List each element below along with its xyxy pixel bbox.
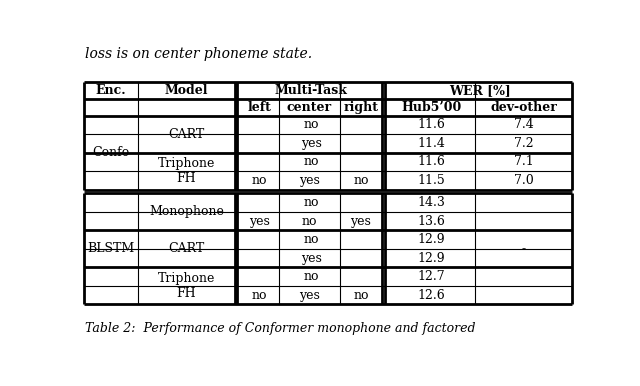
Text: right: right (344, 101, 378, 113)
Text: no: no (303, 233, 319, 246)
Text: WER [%]: WER [%] (449, 84, 511, 97)
Text: yes: yes (299, 174, 320, 187)
Text: yes: yes (299, 288, 320, 301)
Text: 13.6: 13.6 (417, 215, 445, 228)
Text: no: no (303, 119, 319, 131)
Text: BLSTM: BLSTM (88, 242, 134, 255)
Text: Confo: Confo (92, 146, 130, 159)
Text: 7.2: 7.2 (514, 137, 534, 150)
Text: 7.4: 7.4 (514, 119, 534, 131)
Text: Triphone
FH: Triphone FH (158, 157, 215, 185)
Text: yes: yes (351, 215, 371, 228)
Text: center: center (287, 101, 332, 113)
Text: no: no (303, 155, 319, 168)
Text: dev-other: dev-other (490, 101, 557, 113)
Text: 7.0: 7.0 (514, 174, 534, 187)
Text: Hub5’00: Hub5’00 (401, 101, 461, 113)
Text: yes: yes (301, 252, 322, 264)
Text: CART: CART (168, 242, 205, 255)
Text: 11.6: 11.6 (417, 119, 445, 131)
Text: no: no (303, 196, 319, 209)
Text: 12.6: 12.6 (417, 288, 445, 301)
Text: no: no (303, 270, 319, 283)
Text: no: no (301, 215, 317, 228)
Text: Model: Model (165, 84, 208, 97)
Text: 12.9: 12.9 (418, 252, 445, 264)
Text: no: no (252, 174, 268, 187)
Text: Table 2:  Performance of Conformer monophone and factored: Table 2: Performance of Conformer monoph… (84, 322, 475, 335)
Text: no: no (252, 288, 268, 301)
Text: CART: CART (168, 128, 205, 141)
Text: Triphone
FH: Triphone FH (158, 272, 215, 300)
Text: left: left (248, 101, 272, 113)
Text: 12.7: 12.7 (418, 270, 445, 283)
Text: no: no (353, 174, 369, 187)
Text: 12.9: 12.9 (418, 233, 445, 246)
Text: yes: yes (301, 137, 322, 150)
Text: Enc.: Enc. (96, 84, 126, 97)
Text: Multi-Task: Multi-Task (275, 84, 348, 97)
Text: 11.6: 11.6 (417, 155, 445, 168)
Text: loss is on center phoneme state.: loss is on center phoneme state. (84, 47, 312, 61)
Text: 11.5: 11.5 (417, 174, 445, 187)
Text: 14.3: 14.3 (417, 196, 445, 209)
Text: Monophone: Monophone (149, 205, 224, 218)
Text: 7.1: 7.1 (514, 155, 534, 168)
Text: 11.4: 11.4 (417, 137, 445, 150)
Text: -: - (522, 242, 525, 255)
Text: no: no (353, 288, 369, 301)
Text: yes: yes (250, 215, 270, 228)
